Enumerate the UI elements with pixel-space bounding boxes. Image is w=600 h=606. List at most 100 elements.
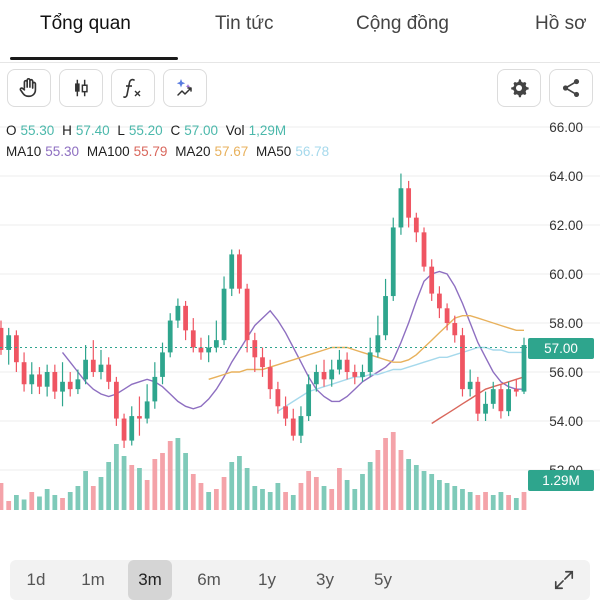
range-5y[interactable]: 5y [374, 570, 392, 589]
volume-bar [129, 465, 135, 510]
active-tab-indicator [10, 57, 178, 60]
candle-body [137, 416, 142, 419]
chart-type-button[interactable] [59, 69, 103, 107]
range-1m[interactable]: 1m [81, 570, 105, 589]
tab-profile[interactable]: Hồ sơ [535, 13, 587, 34]
volume-bar [283, 492, 288, 510]
volume-bar [367, 462, 373, 510]
candle-body [406, 188, 412, 218]
high-label: H [62, 123, 72, 138]
candle-body [83, 359, 88, 380]
volume-bar [206, 492, 212, 510]
volume-bar [44, 489, 50, 510]
candle-body [452, 323, 458, 336]
share-button[interactable] [549, 69, 593, 107]
volume-bar [467, 492, 473, 510]
volume-bar [67, 492, 73, 510]
candle-body [483, 403, 488, 414]
volume-bar [452, 486, 458, 510]
candle-body [367, 352, 373, 372]
candle-body [52, 372, 58, 392]
candle-body [290, 418, 296, 436]
candle-body [298, 416, 304, 436]
volume-bar [190, 474, 196, 510]
hand-pan-icon [19, 78, 37, 98]
volume-bar [344, 480, 350, 510]
volume-bar [275, 483, 281, 510]
expand-button[interactable] [542, 560, 586, 600]
range-3y[interactable]: 3y [316, 570, 334, 589]
volume-bar [75, 486, 81, 510]
volume-bar [237, 456, 242, 510]
candle-body [306, 384, 312, 417]
candle-body [60, 381, 65, 392]
candle-body [460, 335, 465, 390]
volume-bar [260, 489, 265, 510]
volume-bar [183, 453, 188, 510]
price-chart[interactable]: 66.0064.0062.0060.0058.0056.0054.0052.00… [0, 110, 600, 520]
y-tick-label: 60.00 [549, 267, 583, 282]
volume-bar [52, 495, 58, 510]
range-3m[interactable]: 3m [128, 560, 172, 600]
indicators-button[interactable] [111, 69, 155, 107]
top-tab-bar: Tổng quan Tin tức Cộng đồng Hồ sơ [0, 0, 600, 63]
tab-news[interactable]: Tin tức [215, 13, 274, 34]
volume-bar [513, 498, 519, 510]
candle-body [190, 330, 196, 348]
candle-body [283, 406, 288, 419]
candle-body [98, 364, 104, 372]
candle-body [13, 335, 19, 363]
candle-body [329, 369, 335, 380]
candle-body [175, 305, 181, 321]
candle-body [198, 347, 204, 353]
candle-body [337, 359, 342, 370]
range-1d[interactable]: 1d [26, 570, 46, 589]
ma50-value: 56.78 [295, 144, 330, 159]
candle-body [498, 389, 504, 412]
volume-bar [121, 456, 127, 510]
volume-bar [506, 495, 512, 510]
candle-body [444, 308, 450, 323]
volume-bar [37, 496, 42, 510]
ma10-label: MA10 [6, 144, 42, 159]
candle-body [252, 340, 258, 358]
pan-tool-button[interactable] [7, 69, 51, 107]
volume-bar [483, 492, 488, 510]
candle-body [360, 372, 365, 377]
candle-body [229, 254, 235, 289]
candle-body [106, 364, 112, 382]
y-tick-label: 66.00 [549, 120, 583, 135]
range-1y[interactable]: 1y [258, 570, 276, 589]
candle-body [506, 389, 512, 412]
ma-line-ma20 [208, 314, 524, 380]
volume-value: 1,29M [248, 123, 287, 138]
gear-icon [511, 79, 529, 98]
candle-body [437, 293, 442, 309]
volume-bar [321, 486, 327, 510]
volume-label: Vol [225, 123, 245, 138]
volume-bar [475, 495, 481, 510]
range-6m[interactable]: 6m [197, 570, 221, 589]
volume-bar [521, 492, 527, 510]
candle-body [413, 217, 419, 233]
high-value: 57.40 [75, 123, 110, 138]
volume-bar [0, 483, 4, 510]
tab-overview[interactable]: Tổng quan [40, 13, 131, 34]
y-tick-label: 62.00 [549, 218, 583, 233]
candle-body [490, 389, 496, 404]
volume-bar [490, 495, 496, 510]
ma10-value: 55.30 [45, 144, 80, 159]
function-icon [123, 78, 141, 98]
settings-button[interactable] [497, 69, 541, 107]
volume-bar [437, 480, 442, 510]
candle-body [513, 389, 519, 392]
candle-body [313, 372, 319, 385]
tab-community[interactable]: Cộng đồng [356, 13, 449, 34]
open-label: O [6, 123, 17, 138]
candle-body [206, 347, 212, 353]
ai-analysis-button[interactable] [163, 69, 207, 107]
candle-body [29, 374, 35, 385]
volume-bar [152, 459, 158, 510]
candle-body [44, 372, 50, 387]
expand-icon [554, 570, 574, 590]
